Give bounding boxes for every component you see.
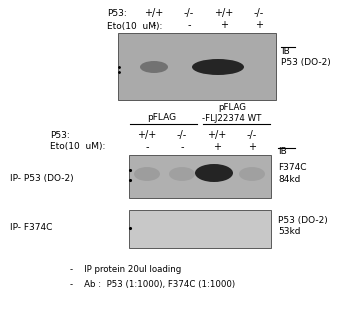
- Text: -/-: -/-: [254, 8, 264, 18]
- Text: +/+: +/+: [215, 8, 234, 18]
- Text: -: -: [180, 142, 184, 152]
- Text: IB: IB: [281, 47, 290, 57]
- Text: -: -: [145, 142, 149, 152]
- Text: -/-: -/-: [247, 130, 257, 140]
- Ellipse shape: [140, 61, 168, 73]
- Text: P53 (DO-2): P53 (DO-2): [278, 216, 328, 225]
- Text: +: +: [255, 20, 263, 30]
- Text: IB: IB: [278, 148, 287, 156]
- Text: -/-: -/-: [184, 8, 194, 18]
- Text: +/+: +/+: [144, 8, 164, 18]
- Text: P53 (DO-2): P53 (DO-2): [281, 59, 331, 67]
- Text: P53:: P53:: [50, 130, 70, 140]
- Text: +: +: [248, 142, 256, 152]
- Text: +: +: [220, 20, 228, 30]
- Text: IP- P53 (DO-2): IP- P53 (DO-2): [10, 174, 74, 183]
- Bar: [118, 33, 276, 100]
- Text: P53:: P53:: [107, 10, 127, 18]
- Text: -/-: -/-: [177, 130, 187, 140]
- Text: -: -: [152, 20, 156, 30]
- Text: F374C: F374C: [278, 163, 306, 172]
- Bar: [129, 155, 271, 198]
- Text: Eto(10  uM):: Eto(10 uM):: [107, 22, 163, 31]
- Text: +/+: +/+: [207, 130, 227, 140]
- Text: pFLAG: pFLAG: [148, 114, 176, 122]
- Text: -: -: [187, 20, 191, 30]
- Text: -    IP protein 20ul loading: - IP protein 20ul loading: [70, 266, 181, 274]
- Text: +/+: +/+: [137, 130, 157, 140]
- Bar: [129, 210, 271, 248]
- Text: +: +: [213, 142, 221, 152]
- Text: 84kd: 84kd: [278, 176, 300, 184]
- Text: IP- F374C: IP- F374C: [10, 224, 52, 232]
- Text: 53kd: 53kd: [278, 227, 301, 237]
- Ellipse shape: [192, 59, 244, 75]
- Ellipse shape: [195, 164, 233, 182]
- Text: Eto(10  uM):: Eto(10 uM):: [50, 142, 105, 151]
- Ellipse shape: [169, 167, 195, 181]
- Ellipse shape: [239, 167, 265, 181]
- Text: pFLAG
-FLJ22374 WT: pFLAG -FLJ22374 WT: [202, 103, 262, 123]
- Text: -    Ab :  P53 (1:1000), F374C (1:1000): - Ab : P53 (1:1000), F374C (1:1000): [70, 280, 235, 289]
- Ellipse shape: [134, 167, 160, 181]
